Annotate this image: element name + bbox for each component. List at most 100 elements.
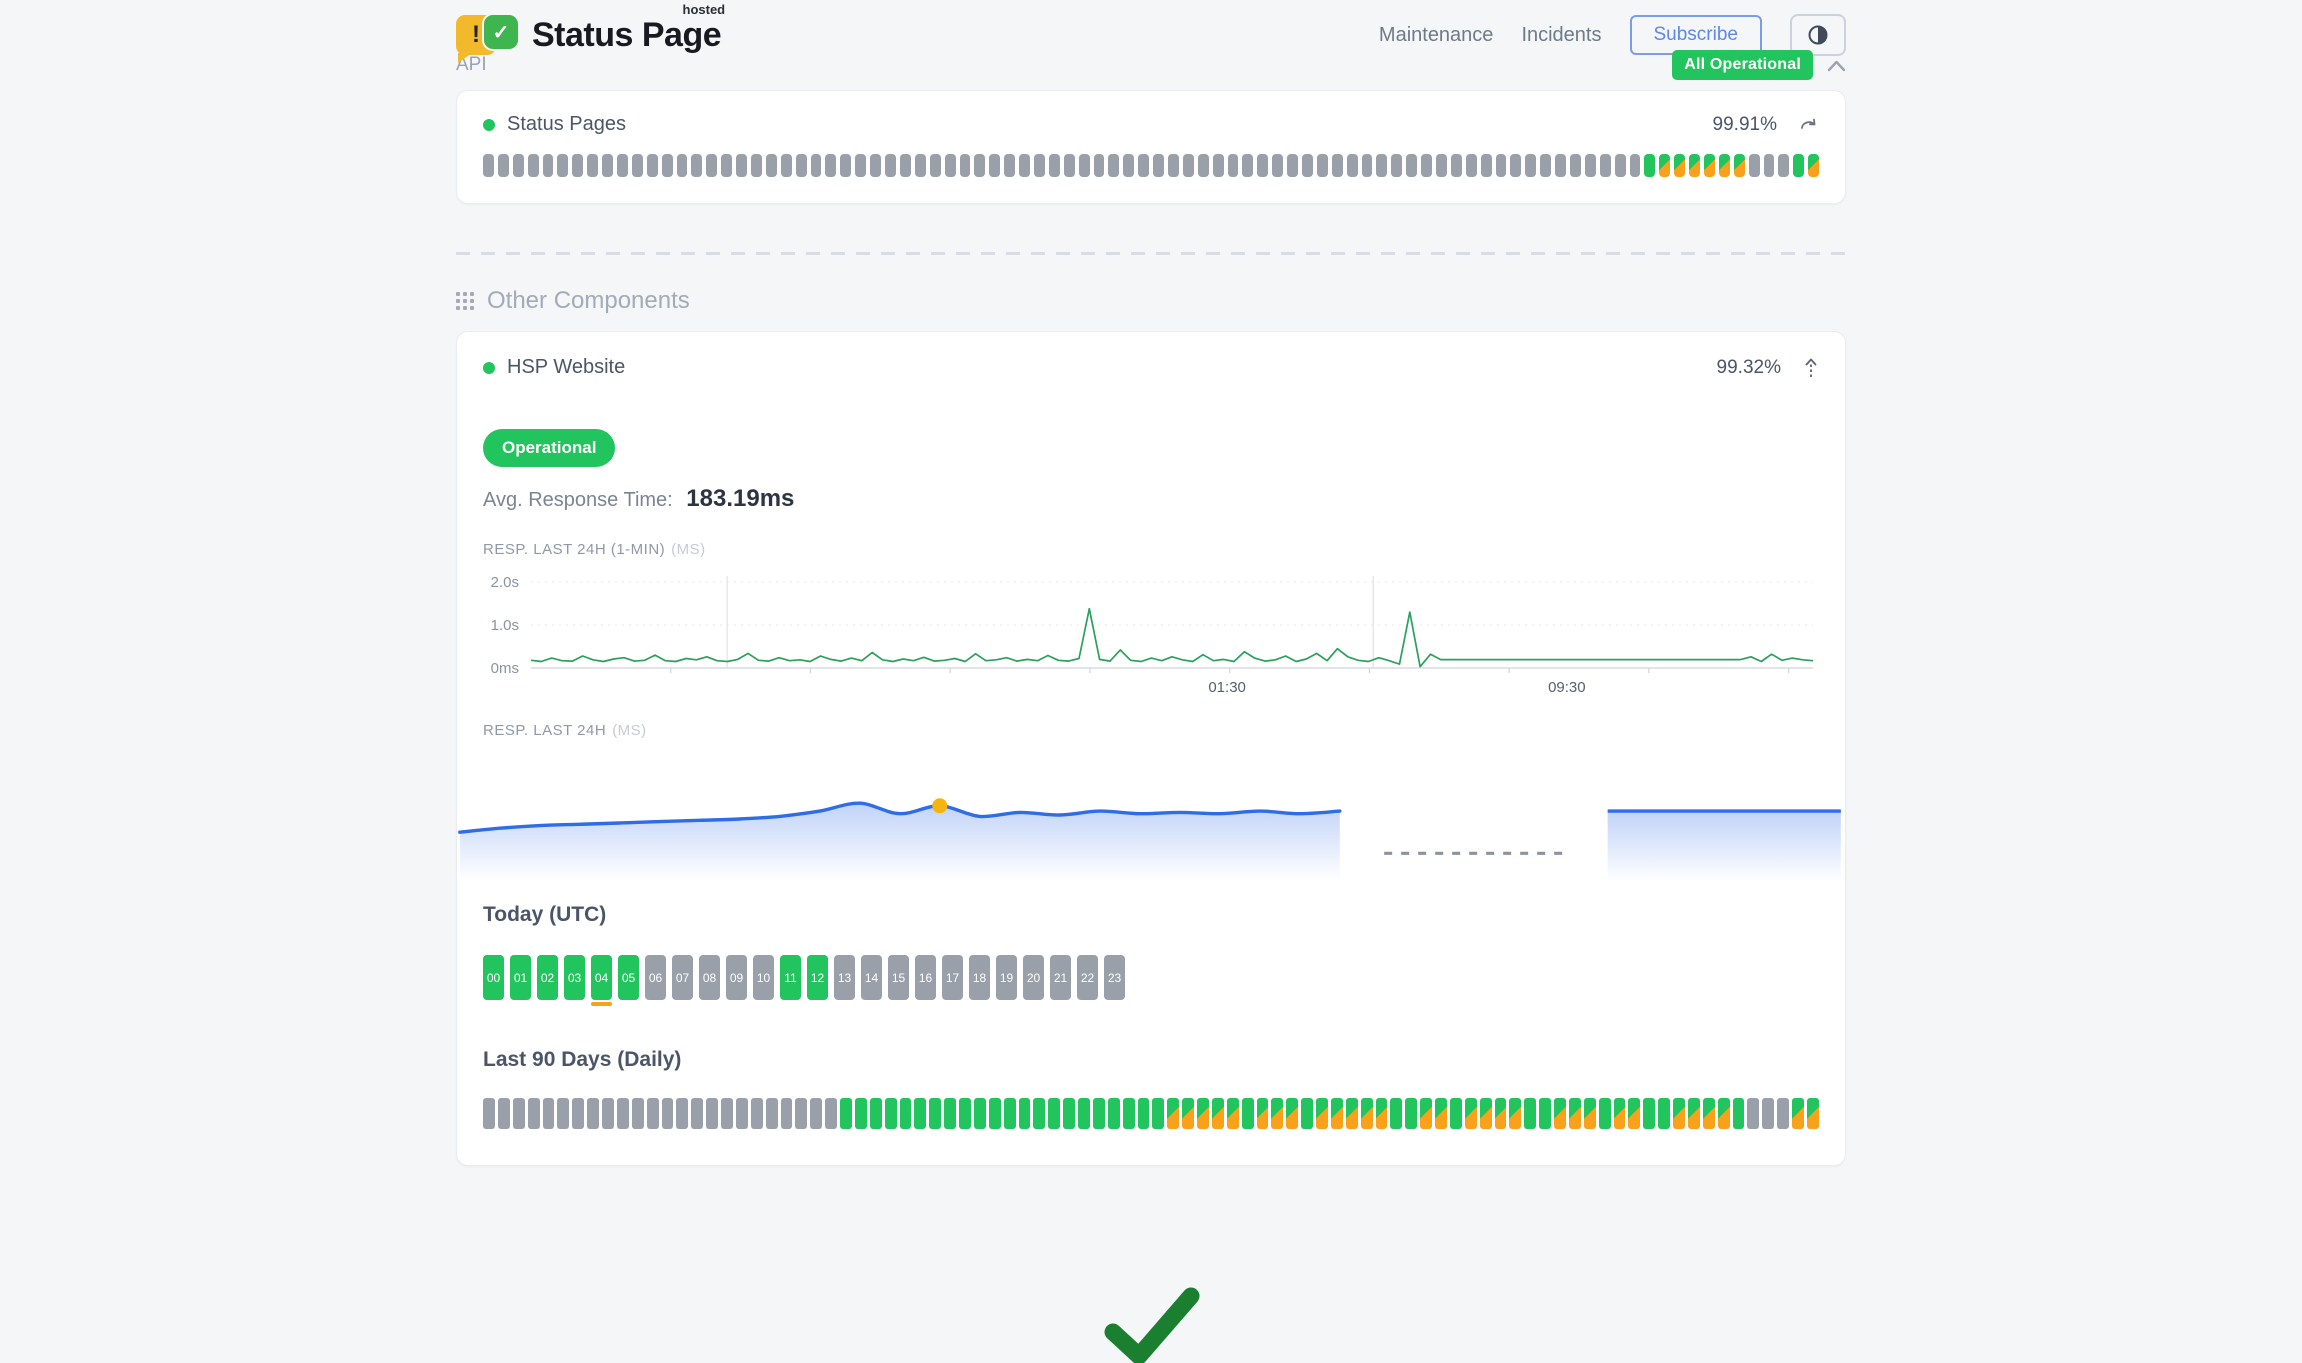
response-time-line-chart[interactable]: 2.0s 1.0s 0ms 01:30 09:30 [473, 572, 1821, 694]
day-bar[interactable] [1598, 1098, 1611, 1129]
uptime-bar[interactable] [1629, 154, 1641, 177]
day-bar[interactable] [483, 1098, 495, 1129]
uptime-bar[interactable] [855, 154, 867, 177]
uptime-bar[interactable] [1644, 154, 1656, 177]
day-bar[interactable] [1345, 1098, 1358, 1129]
uptime-bar[interactable] [1197, 154, 1209, 177]
hour-box[interactable]: 22 [1077, 955, 1098, 1000]
uptime-bar[interactable] [1242, 154, 1254, 177]
day-bar[interactable] [795, 1098, 808, 1129]
day-bar[interactable] [1792, 1098, 1804, 1129]
uptime-bar[interactable] [661, 154, 673, 177]
uptime-bar[interactable] [795, 154, 807, 177]
day-bar[interactable] [1048, 1098, 1061, 1129]
uptime-bar[interactable] [676, 154, 688, 177]
day-bar[interactable] [1420, 1098, 1432, 1129]
hour-box[interactable]: 01 [510, 955, 531, 1000]
uptime-bar[interactable] [1689, 154, 1701, 177]
uptime-bar[interactable] [1570, 154, 1581, 177]
uptime-bar[interactable] [1019, 154, 1030, 177]
day-bar[interactable] [721, 1098, 733, 1129]
uptime-bar[interactable] [1272, 154, 1284, 177]
day-bar[interactable] [572, 1098, 585, 1129]
uptime-bar[interactable] [1465, 154, 1477, 177]
day-bar[interactable] [1405, 1098, 1418, 1129]
hour-box[interactable]: 07 [672, 955, 693, 1000]
uptime-bar[interactable] [706, 154, 718, 177]
uptime-bar[interactable] [1123, 154, 1135, 177]
day-bar[interactable] [661, 1098, 674, 1129]
day-bar[interactable] [1702, 1098, 1715, 1129]
uptime-bar[interactable] [1227, 154, 1239, 177]
day-bar[interactable] [557, 1098, 570, 1129]
day-bar[interactable] [1211, 1098, 1224, 1129]
hour-box[interactable]: 14 [861, 955, 882, 1000]
day-bar[interactable] [646, 1098, 659, 1129]
day-bar[interactable] [1494, 1098, 1507, 1129]
uptime-bar[interactable] [1004, 154, 1016, 177]
day-bar[interactable] [1122, 1098, 1135, 1129]
day-bar[interactable] [1197, 1098, 1209, 1129]
day-bar[interactable] [1613, 1098, 1626, 1129]
uptime-bar[interactable] [602, 154, 614, 177]
day-bar[interactable] [780, 1098, 793, 1129]
day-bar[interactable] [1717, 1098, 1730, 1129]
day-bar[interactable] [1435, 1098, 1447, 1129]
uptime-bar[interactable] [617, 154, 628, 177]
day-bar[interactable] [631, 1098, 644, 1129]
day-bar[interactable] [825, 1098, 837, 1129]
uptime-bar[interactable] [1808, 154, 1820, 177]
day-bar[interactable] [1226, 1098, 1239, 1129]
uptime-bar[interactable] [885, 154, 896, 177]
uptime-bar[interactable] [691, 154, 703, 177]
uptime-bar[interactable] [1436, 154, 1447, 177]
day-bar[interactable] [1167, 1098, 1180, 1129]
day-bar[interactable] [929, 1098, 942, 1129]
hour-box[interactable]: 18 [969, 955, 990, 1000]
uptime-bar[interactable] [899, 154, 911, 177]
day-bar[interactable] [1152, 1098, 1165, 1129]
uptime-bar[interactable] [1599, 154, 1611, 177]
uptime-bar[interactable] [974, 154, 986, 177]
uptime-bar[interactable] [1584, 154, 1596, 177]
uptime-bar[interactable] [929, 154, 941, 177]
hour-box[interactable]: 16 [915, 955, 936, 1000]
hour-box[interactable]: 11 [780, 955, 801, 1000]
day-bar[interactable] [1078, 1098, 1090, 1129]
subscribe-button[interactable]: Subscribe [1629, 15, 1762, 55]
uptime-bar[interactable] [1108, 154, 1120, 177]
day-bar[interactable] [1524, 1098, 1537, 1129]
day-bar[interactable] [765, 1098, 778, 1129]
uptime-bar[interactable] [542, 154, 554, 177]
day-bar[interactable] [1241, 1098, 1254, 1129]
uptime-bar[interactable] [1406, 154, 1418, 177]
brand[interactable]: ! ✓ Status Page hosted [456, 2, 725, 63]
hour-box[interactable]: 02 [537, 955, 558, 1000]
hour-box[interactable]: 06 [645, 955, 666, 1000]
day-bar[interactable] [1003, 1098, 1016, 1129]
uptime-bar[interactable] [1212, 154, 1224, 177]
uptime-bar[interactable] [1316, 154, 1328, 177]
uptime-bar[interactable] [1733, 154, 1745, 177]
day-bar[interactable] [587, 1098, 599, 1129]
uptime-bar[interactable] [497, 154, 509, 177]
day-bar[interactable] [1390, 1098, 1403, 1129]
hour-box[interactable]: 03 [564, 955, 585, 1000]
day-bar[interactable] [1806, 1098, 1819, 1129]
uptime-bar[interactable] [1540, 154, 1552, 177]
uptime-bar[interactable] [631, 154, 643, 177]
uptime-bar[interactable] [1763, 154, 1775, 177]
day-bar[interactable] [1330, 1098, 1343, 1129]
day-bar[interactable] [1092, 1098, 1105, 1129]
uptime-bar[interactable] [1778, 154, 1790, 177]
day-bar[interactable] [1256, 1098, 1269, 1129]
uptime-bar[interactable] [914, 154, 926, 177]
day-bar[interactable] [840, 1098, 852, 1129]
uptime-bar[interactable] [1450, 154, 1462, 177]
uptime-bar[interactable] [751, 154, 762, 177]
response-time-area-chart[interactable] [457, 753, 1845, 885]
uptime-bar[interactable] [1257, 154, 1269, 177]
hour-box[interactable]: 12 [807, 955, 828, 1000]
uptime-bar[interactable] [1718, 154, 1730, 177]
day-bar[interactable] [1018, 1098, 1031, 1129]
